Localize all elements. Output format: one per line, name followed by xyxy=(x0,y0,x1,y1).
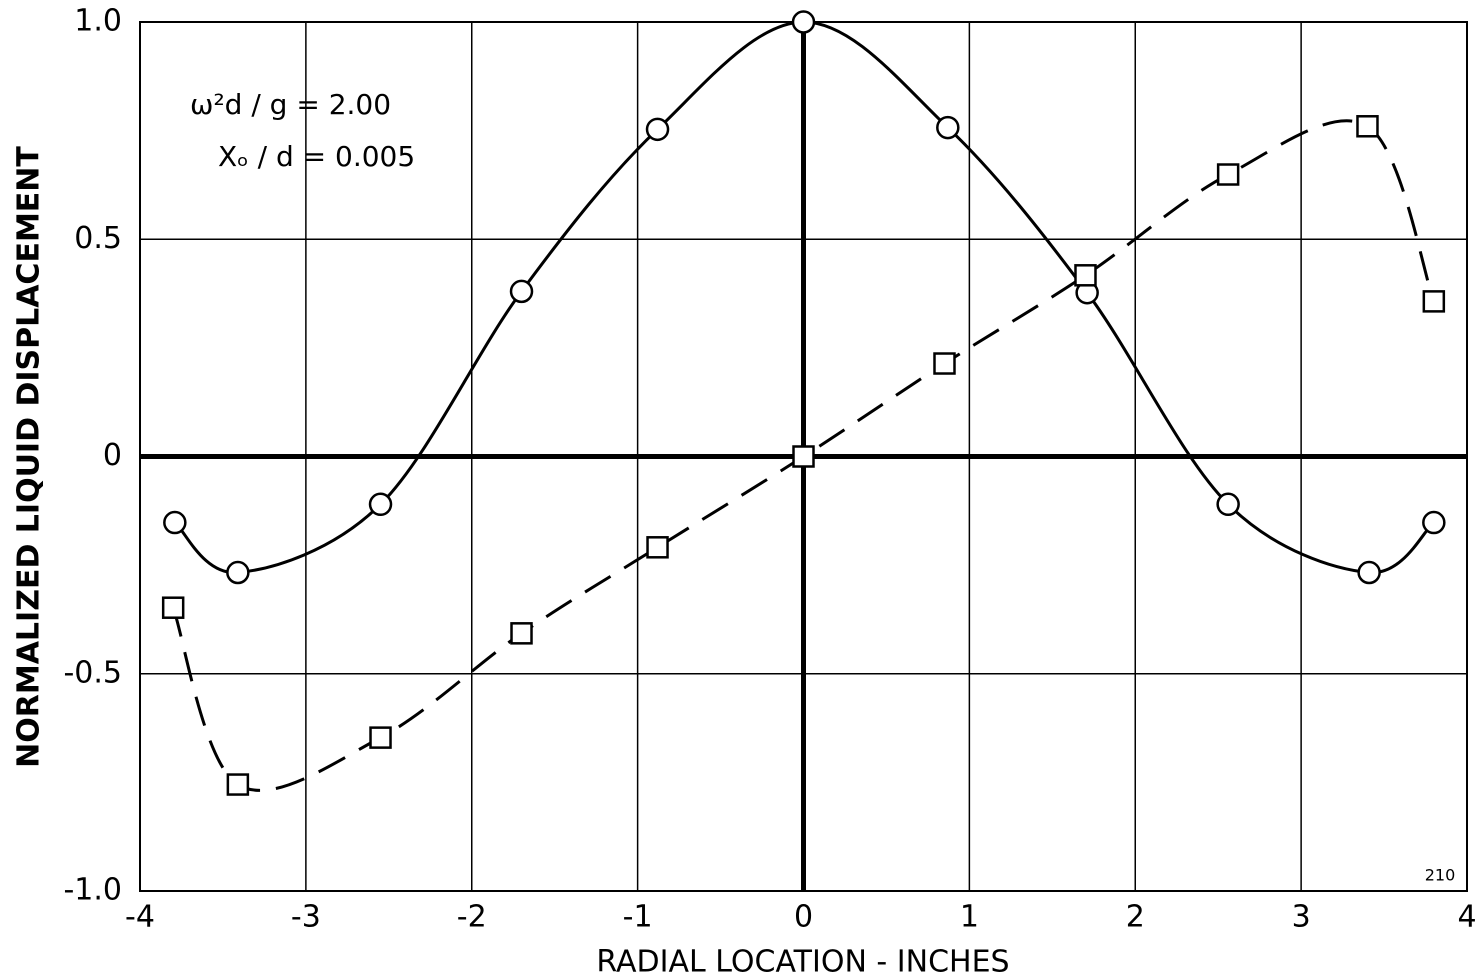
marker xyxy=(1216,163,1240,186)
marker xyxy=(226,773,250,796)
y-tick-label: -1.0 xyxy=(63,873,122,908)
marker xyxy=(933,352,956,375)
marker xyxy=(369,726,392,749)
x-tick-label: -1 xyxy=(623,900,653,935)
y-tick-label: 0 xyxy=(103,438,122,473)
y-axis-title: NORMALIZED LIQUID DISPLACEMENT xyxy=(12,146,47,768)
marker xyxy=(1422,290,1446,313)
marker xyxy=(645,117,670,142)
y-tick-label: 0.5 xyxy=(74,221,122,256)
marker xyxy=(226,560,250,585)
marker xyxy=(161,596,185,619)
marker xyxy=(1074,264,1097,287)
x-tick-label: -4 xyxy=(125,900,155,935)
x-tick-label: 1 xyxy=(960,900,979,935)
x-tick-label: 2 xyxy=(1126,900,1145,935)
marker xyxy=(1357,560,1381,585)
marker xyxy=(791,10,816,34)
marker xyxy=(1216,492,1240,517)
x-tick-label: 3 xyxy=(1292,900,1311,935)
marker xyxy=(163,510,187,535)
x-tick-label: 0 xyxy=(794,900,813,935)
marker xyxy=(510,622,533,645)
marker xyxy=(936,115,960,140)
x-axis-title: RADIAL LOCATION - INCHES xyxy=(596,945,1009,980)
marker xyxy=(368,492,393,517)
y-tick-label: -0.5 xyxy=(63,655,122,690)
marker xyxy=(1356,115,1379,138)
annotation: Xₒ / d = 0.005 xyxy=(218,140,415,173)
marker xyxy=(792,445,815,468)
y-tick-label: 1.0 xyxy=(74,4,122,39)
marker xyxy=(509,279,534,304)
figure-number: 210 xyxy=(1425,866,1456,885)
marker xyxy=(646,536,669,559)
x-tick-label: -2 xyxy=(457,900,487,935)
x-tick-label: -3 xyxy=(291,900,321,935)
x-tick-label: 4 xyxy=(1457,900,1476,935)
marker xyxy=(1422,510,1446,535)
annotation: ω²d / g = 2.00 xyxy=(190,88,391,121)
